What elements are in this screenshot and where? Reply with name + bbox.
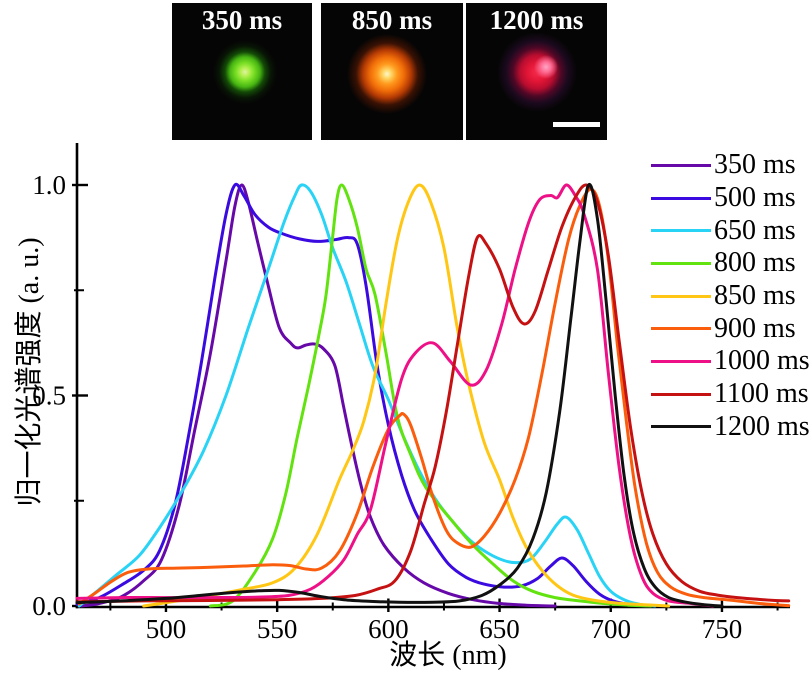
y-tick-label: 0.5 [32,381,66,411]
legend-item-1100ms: 1100 ms [651,378,810,411]
inset-image-350ms: 350 ms [172,3,312,140]
curve-900ms [77,187,791,608]
legend-line-swatch [651,425,711,429]
legend-item-1000ms: 1000 ms [651,345,810,378]
red-emission-dot [466,3,607,140]
curve-650ms [77,183,657,608]
orange-emission-dot [321,3,463,140]
legend-label: 900 ms [714,312,796,344]
legend-label: 1200 ms [714,410,810,442]
legend-item-350ms: 350 ms [651,149,810,182]
legend-item-650ms: 650 ms [651,214,810,247]
scale-bar [553,122,600,127]
legend-label: 850 ms [714,280,796,312]
green-emission-dot [172,3,312,140]
legend-line-swatch [651,163,711,167]
curve-1100ms [75,183,791,604]
legend-line-swatch [651,261,711,265]
legend-label: 650 ms [714,214,796,246]
legend-line-swatch [651,229,711,233]
legend-label: 1000 ms [714,345,810,377]
legend-item-900ms: 900 ms [651,312,810,345]
legend-item-800ms: 800 ms [651,247,810,280]
curve-1000ms [75,183,715,608]
legend-line-swatch [651,359,711,363]
legend: 350 ms 500 ms 650 ms 800 ms 850 ms 900 ms 1000… [651,149,810,443]
legend-label: 1100 ms [714,378,809,410]
x-axis-title: 波长 (nm) [389,640,507,671]
curve-850ms [142,183,671,608]
x-tick-label: 700 [591,614,632,644]
y-tick-label: 1.0 [32,170,66,200]
curve-1200ms [75,182,724,608]
legend-item-500ms: 500 ms [651,182,810,215]
legend-line-swatch [651,392,711,396]
inset-image-1200ms: 1200 ms [466,3,607,140]
inset-image-850ms: 850 ms [321,3,463,140]
y-tick-label: 0.0 [32,591,66,621]
legend-label: 800 ms [714,247,796,279]
x-tick-label: 600 [368,614,409,644]
legend-line-swatch [651,294,711,298]
x-tick-label: 650 [479,614,520,644]
legend-label: 350 ms [714,149,796,181]
y-axis-title: 归一化光谱强度 (a. u.) [14,237,45,507]
curve-800ms [208,183,653,608]
legend-item-850ms: 850 ms [651,280,810,313]
x-tick-label: 550 [257,614,298,644]
curve-350ms [79,183,557,608]
curve-500ms [75,182,648,608]
legend-item-1200ms: 1200 ms [651,411,810,444]
legend-label: 500 ms [714,182,796,214]
legend-line-swatch [651,327,711,331]
legend-line-swatch [651,196,711,200]
x-tick-label: 500 [146,614,187,644]
x-tick-label: 750 [702,614,743,644]
